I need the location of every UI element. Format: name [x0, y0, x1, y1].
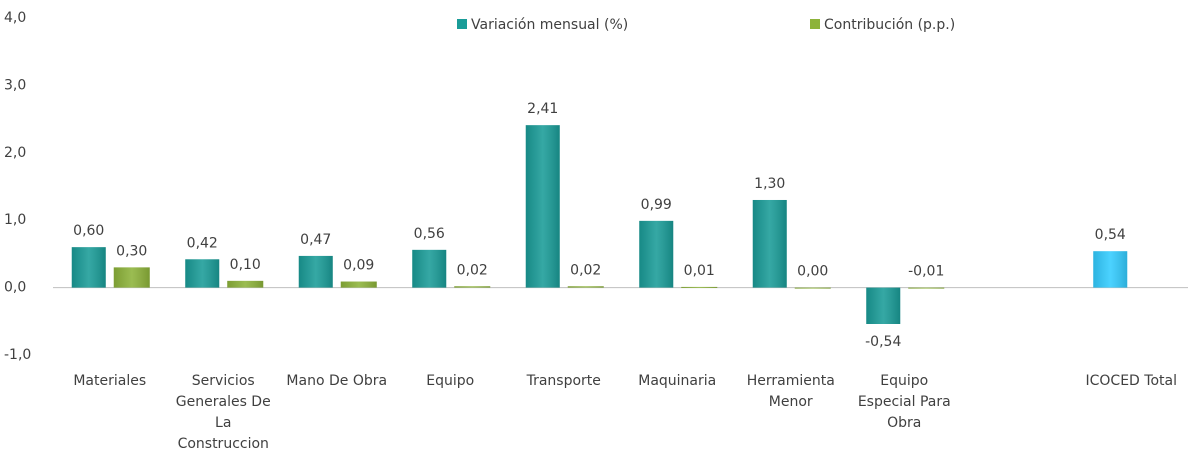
y-tick-label: 2,0	[4, 145, 26, 161]
value-label: 0,09	[343, 258, 374, 274]
y-tick-label: 1,0	[4, 212, 26, 228]
value-label: 0,30	[116, 243, 147, 259]
value-label: 0,60	[73, 223, 104, 239]
bar-shade	[227, 280, 264, 288]
bar-shade	[639, 220, 674, 288]
x-tick-label: Equipo Especial Para Obra	[857, 373, 951, 431]
bar-shade	[794, 287, 831, 289]
legend-swatch	[810, 19, 820, 29]
bar-shade	[113, 267, 150, 288]
bar-shade	[454, 286, 491, 288]
bar-shade	[752, 199, 787, 288]
y-tick-label: 0,0	[4, 280, 26, 296]
x-tick-label: Materiales	[73, 373, 147, 389]
value-label: -0,54	[865, 334, 901, 350]
value-label: 0,02	[570, 262, 601, 278]
value-label: 0,01	[684, 263, 715, 279]
value-label: 0,56	[414, 226, 445, 242]
y-tick-label: 3,0	[4, 77, 26, 93]
value-label: 0,47	[300, 232, 331, 248]
bar-shade	[71, 247, 106, 288]
value-label: 0,54	[1095, 227, 1126, 243]
legend-swatch	[457, 19, 467, 29]
value-label: 1,30	[754, 176, 785, 192]
x-tick-label: ICOCED Total	[1085, 373, 1177, 389]
bar-shade	[298, 255, 333, 288]
bar-shade	[340, 281, 377, 288]
bar-shade	[412, 249, 447, 288]
bar-shade	[908, 287, 945, 289]
value-label: 0,10	[230, 257, 261, 273]
x-tick-label: Transporte	[526, 373, 601, 389]
x-tick-label: Equipo	[426, 373, 475, 389]
bar-shade	[1093, 251, 1128, 288]
value-label: 0,99	[641, 197, 672, 213]
y-tick-label: -1,0	[4, 347, 31, 363]
value-label: 0,00	[797, 264, 828, 280]
value-label: -0,01	[908, 264, 944, 280]
y-tick-label: 4,0	[4, 10, 26, 26]
bar-shade	[681, 286, 718, 288]
bar-shade	[567, 286, 604, 288]
value-label: 0,02	[457, 262, 488, 278]
x-tick-label: Herramienta Menor	[746, 373, 835, 410]
x-tick-label: Servicios Generales De La Construccion	[175, 373, 271, 452]
value-label: 2,41	[527, 101, 558, 117]
value-label: 0,42	[187, 235, 218, 251]
x-tick-label: Mano De Obra	[286, 373, 388, 389]
legend-label: Contribución (p.p.)	[824, 17, 955, 33]
bar-shade	[525, 125, 560, 288]
bar-shade	[866, 287, 901, 324]
bar-shade	[185, 259, 220, 288]
x-tick-label: Maquinaria	[638, 373, 717, 389]
legend-label: Variación mensual (%)	[471, 17, 628, 33]
